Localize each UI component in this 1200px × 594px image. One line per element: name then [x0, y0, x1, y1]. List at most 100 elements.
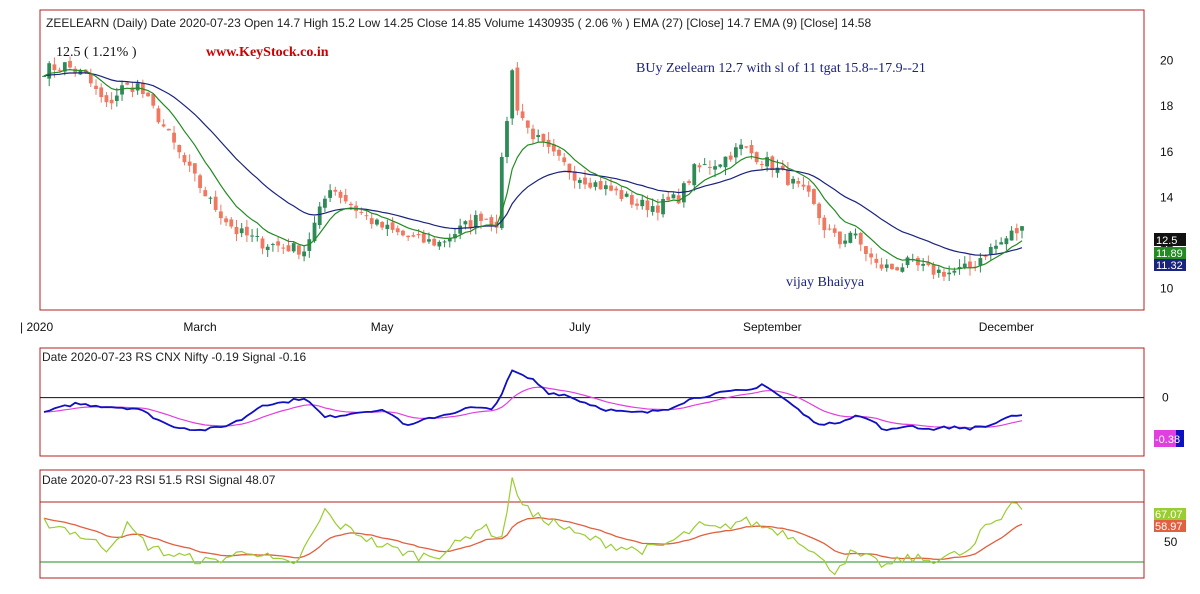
candle-body: [557, 149, 561, 156]
candle: [916, 255, 920, 271]
candle: [812, 188, 816, 206]
candle-body: [551, 144, 556, 152]
candle: [640, 195, 645, 210]
candle-body: [650, 206, 655, 212]
candle: [406, 235, 411, 242]
candle-body: [166, 128, 171, 131]
candle: [395, 225, 400, 236]
candle: [624, 191, 629, 198]
price-y-ticks: 101214161820: [1160, 54, 1174, 296]
candle-body: [624, 193, 629, 197]
candle-body: [349, 203, 353, 206]
candle-body: [323, 198, 327, 208]
candle-body: [99, 87, 104, 98]
candle: [411, 232, 416, 238]
rs-y-tick: 0: [1162, 391, 1169, 405]
candle-body: [369, 218, 374, 225]
candle: [151, 93, 156, 109]
candle-body: [1014, 228, 1019, 234]
candle-body: [796, 180, 801, 184]
candle: [874, 253, 879, 269]
price-y-tick: 10: [1160, 282, 1174, 296]
candle-body: [588, 182, 593, 188]
candle-body: [577, 179, 582, 183]
candle-body: [786, 169, 790, 185]
candle: [614, 186, 619, 196]
candle: [88, 68, 93, 88]
candle: [770, 155, 775, 178]
candle-body: [723, 156, 728, 168]
candle-body: [619, 190, 624, 199]
candle-body: [843, 240, 848, 244]
candle-body: [671, 194, 676, 199]
candle: [1020, 226, 1024, 239]
candle: [161, 119, 166, 128]
candle-body: [994, 245, 998, 249]
candle-body: [629, 195, 634, 205]
candle: [650, 198, 655, 216]
candle-body: [640, 199, 645, 207]
candle-body: [270, 244, 275, 246]
candle-body: [681, 183, 686, 203]
candle: [442, 239, 447, 248]
candle-body: [416, 233, 421, 236]
candle: [884, 259, 889, 272]
candle: [109, 92, 114, 110]
candle: [229, 217, 234, 229]
candle: [588, 177, 593, 190]
candle-body: [770, 156, 775, 171]
rsi-signal-line: [43, 517, 1023, 561]
candle: [661, 193, 665, 218]
candle: [895, 266, 900, 271]
candle-body: [239, 228, 244, 234]
ema-9-line: [43, 68, 1023, 270]
candle-body: [728, 155, 733, 160]
candle-body: [203, 190, 208, 197]
candle: [531, 124, 535, 145]
candle-body: [942, 271, 946, 277]
candle-body: [936, 269, 941, 273]
candle-body: [297, 245, 301, 255]
candle: [270, 242, 275, 252]
candle: [603, 180, 608, 196]
candle-body: [234, 226, 239, 235]
candle-body: [146, 92, 150, 97]
candle-body: [707, 166, 712, 168]
price-y-tick: 16: [1160, 145, 1174, 159]
candle-body: [713, 166, 717, 170]
candle-body: [806, 185, 811, 192]
candle: [281, 243, 286, 254]
candle: [234, 219, 239, 242]
candle: [68, 56, 72, 69]
candle-body: [453, 234, 457, 239]
candle-body: [692, 164, 697, 186]
candle-body: [484, 218, 489, 220]
candle: [302, 245, 307, 262]
candle: [765, 151, 769, 172]
rs-last-badge: -0.38: [1154, 430, 1184, 447]
price-x-labels: | 2020 March May July September December: [20, 320, 1034, 334]
candle-body: [120, 85, 124, 95]
candle-body: [427, 239, 431, 242]
candle: [806, 180, 811, 197]
candle-body: [338, 191, 343, 198]
rsi-signal-last-value: 58.97: [1155, 521, 1183, 533]
candle-body: [983, 255, 988, 257]
candle-body: [874, 258, 879, 263]
last-ema-slow-badge: 11.32: [1154, 259, 1186, 272]
candle-body: [884, 264, 889, 268]
candle: [718, 163, 723, 169]
candle-body: [791, 178, 796, 184]
candle: [994, 239, 998, 255]
candle-body: [635, 203, 639, 206]
candle: [401, 229, 405, 237]
candle-body: [801, 184, 806, 187]
candle: [156, 105, 161, 124]
candle-body: [988, 247, 993, 255]
rs-panel: Date 2020-07-23 RS CNX Nifty -0.19 Signa…: [39, 347, 1184, 457]
candle-body: [172, 132, 176, 143]
candle-body: [473, 215, 478, 227]
candle-body: [161, 124, 166, 127]
candle-body: [47, 63, 52, 79]
candle: [375, 218, 379, 227]
